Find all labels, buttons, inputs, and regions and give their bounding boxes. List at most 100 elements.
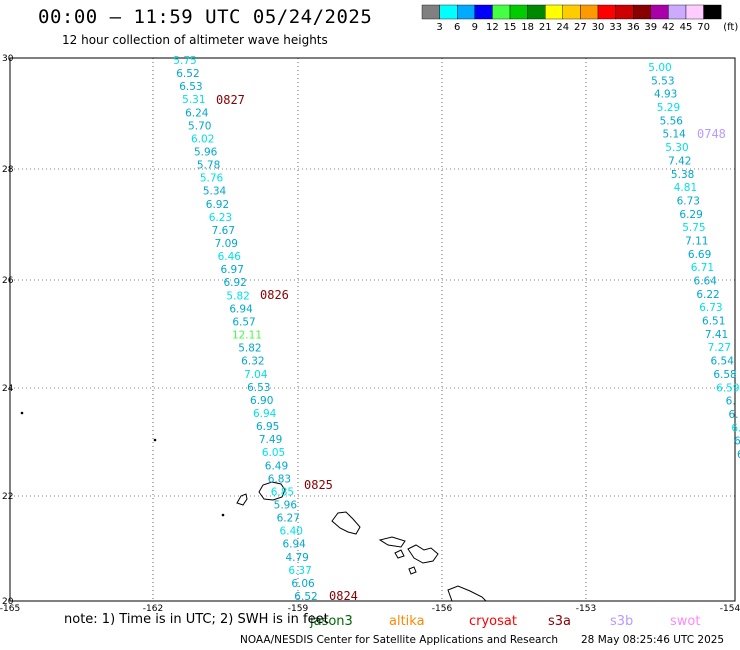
pass-time-label: 0748 — [697, 127, 726, 141]
legend-swatch — [527, 4, 546, 20]
wave-height-label: 6.22 — [696, 289, 719, 301]
wave-height-label: 6.23 — [209, 212, 232, 224]
color-legend: 3 6 9 12 15 18 21 24 27 30 33 36 39 42 45 70 (ft) — [421, 4, 738, 33]
legend-swatch — [580, 4, 599, 20]
satellite-name-s3b: s3b — [610, 614, 633, 629]
wave-height-label: 6.73 — [699, 302, 722, 314]
kauai-island — [258, 481, 286, 501]
wave-height-label: 6.95 — [256, 421, 279, 433]
wave-height-label: 6. — [737, 449, 740, 461]
wave-height-label: 6.90 — [250, 395, 273, 407]
lat-tick-label: 20 — [2, 597, 14, 607]
kahoolawe-island — [408, 566, 417, 575]
legend-tick-label: 24 — [556, 22, 569, 33]
lon-tick-label: -159 — [288, 604, 309, 614]
islet-2 — [153, 438, 157, 442]
islet-3 — [221, 513, 225, 517]
wave-height-label: 6.02 — [191, 133, 214, 145]
footer-note: note: 1) Time is in UTC; 2) SWH is in fe… — [64, 612, 329, 627]
lat-tick-label: 24 — [2, 384, 14, 394]
wave-height-label: 6.29 — [679, 209, 702, 221]
wave-height-label: 5.75 — [682, 222, 705, 234]
satellite-name-altika: altika — [389, 614, 425, 629]
wave-height-label: 5.29 — [657, 102, 680, 114]
wave-height-label: 7.49 — [259, 434, 282, 446]
wave-height-label: 7.41 — [705, 329, 728, 341]
wave-height-label: 6.52 — [176, 68, 199, 80]
wave-height-label: 6. — [734, 436, 740, 448]
wave-height-label: 6.53 — [247, 382, 270, 394]
wave-height-label: 5.70 — [188, 120, 211, 132]
wave-height-label: 6.46 — [218, 251, 242, 263]
wave-height-label: 6.83 — [268, 473, 291, 485]
wave-height-label: 5.78 — [197, 160, 220, 172]
satellite-name-swot: swot — [670, 614, 700, 629]
wave-height-label: 5.56 — [660, 115, 684, 127]
legend-tick-label: 45 — [680, 22, 693, 33]
wave-height-label: 6.58 — [713, 369, 736, 381]
wave-height-label: 7.11 — [685, 235, 708, 247]
legend-tick-label: 12 — [486, 22, 499, 33]
legend-swatch — [457, 4, 476, 20]
wave-height-label: 6.85 — [271, 486, 294, 498]
wave-height-label: 6.51 — [702, 316, 725, 328]
legend-tick-label: 9 — [472, 22, 478, 33]
wave-height-label: 7.27 — [708, 342, 731, 354]
map-frame — [9, 57, 736, 602]
niihau-island — [236, 493, 248, 506]
lon-tick-label: -154 — [720, 604, 740, 614]
legend-swatch — [633, 4, 652, 20]
wave-height-label: 7.09 — [215, 238, 238, 250]
islet-1 — [20, 411, 24, 415]
pass-time-label: 0825 — [304, 478, 333, 492]
wave-height-label: 5.31 — [182, 94, 205, 106]
satellite-name-jason3: jason3 — [309, 614, 353, 629]
wave-height-label: 5.00 — [648, 62, 671, 74]
wave-height-label: 6.24 — [185, 107, 209, 119]
legend-swatch — [597, 4, 616, 20]
maui-island — [407, 544, 439, 564]
legend-swatch — [492, 4, 511, 20]
legend-tick-label: 42 — [662, 22, 675, 33]
wave-height-label: 5.75 — [173, 55, 196, 67]
wave-height-label: 6. — [731, 422, 740, 434]
wave-height-label: 5.34 — [203, 186, 227, 198]
satellite-tracks: 5.756.526.535.316.245.706.025.965.785.76… — [173, 55, 740, 603]
map-grid: -165 -162 -159 -156 -153 -154 30 28 26 24 22 20 — [0, 54, 740, 614]
legend-tick-label: 30 — [592, 22, 605, 33]
legend-tick-label: 33 — [609, 22, 622, 33]
legend-tick-label: 18 — [521, 22, 534, 33]
wave-height-label: 6.97 — [221, 264, 244, 276]
pass-time-label: 0824 — [329, 589, 358, 603]
legend-tick-label: 70 — [697, 22, 710, 33]
molokai-island — [378, 536, 406, 548]
wave-height-label: 5.96 — [194, 147, 218, 159]
lanai-island — [394, 549, 405, 559]
wave-height-label: 6.59 — [716, 382, 739, 394]
wave-height-label: 6.53 — [179, 81, 202, 93]
wave-height-label: 6.92 — [223, 277, 246, 289]
wave-height-label: 7.04 — [244, 369, 268, 381]
wave-height-label: 6.05 — [262, 447, 285, 459]
legend-swatch — [421, 4, 440, 20]
wave-height-label: 6. — [726, 396, 736, 408]
hawaii-big-island — [447, 585, 488, 602]
wave-height-label: 5.82 — [238, 343, 261, 355]
satellite-name-s3a: s3a — [548, 614, 571, 629]
wave-height-label: 7.42 — [668, 155, 691, 167]
legend-swatch — [615, 4, 634, 20]
wave-height-label: 6.94 — [253, 408, 277, 420]
page-subtitle: 12 hour collection of altimeter wave hei… — [62, 33, 328, 47]
lat-tick-label: 30 — [2, 54, 14, 64]
lon-tick-label: -153 — [576, 604, 596, 614]
legend-swatch — [685, 4, 704, 20]
wave-height-label: 6.71 — [691, 262, 714, 274]
wave-height-label: 6.57 — [232, 316, 255, 328]
wave-height-label: 5.96 — [274, 499, 298, 511]
lon-tick-label: -162 — [143, 604, 163, 614]
footer-credit: NOAA/NESDIS Center for Satellite Applica… — [240, 634, 558, 646]
wave-height-label: 5.38 — [671, 169, 694, 181]
wave-height-label: 6.54 — [711, 356, 735, 368]
legend-tick-label: 36 — [627, 22, 640, 33]
